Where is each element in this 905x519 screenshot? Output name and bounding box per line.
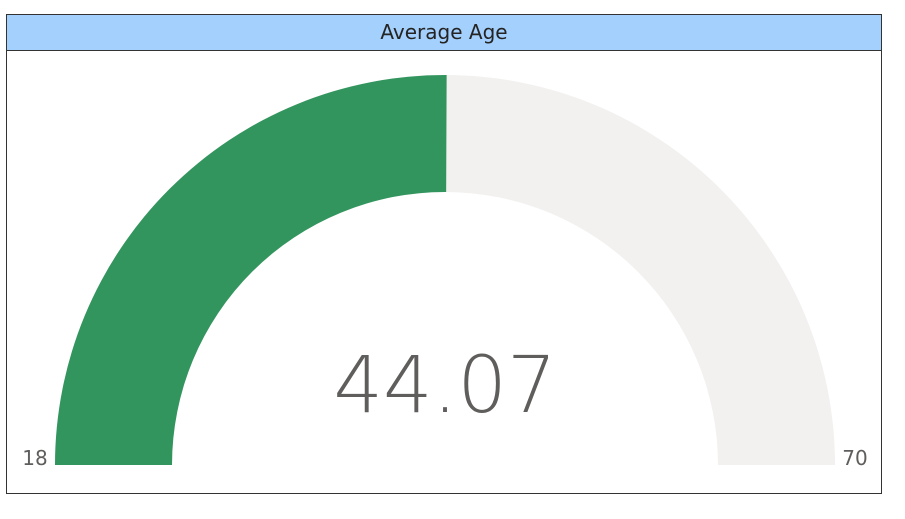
gauge-min-label: 18: [22, 446, 47, 470]
card-title: Average Age: [7, 15, 881, 51]
gauge-fill: [55, 75, 447, 465]
gauge-max-label: 70: [842, 446, 867, 470]
gauge-value-label: 44.07: [333, 341, 556, 431]
